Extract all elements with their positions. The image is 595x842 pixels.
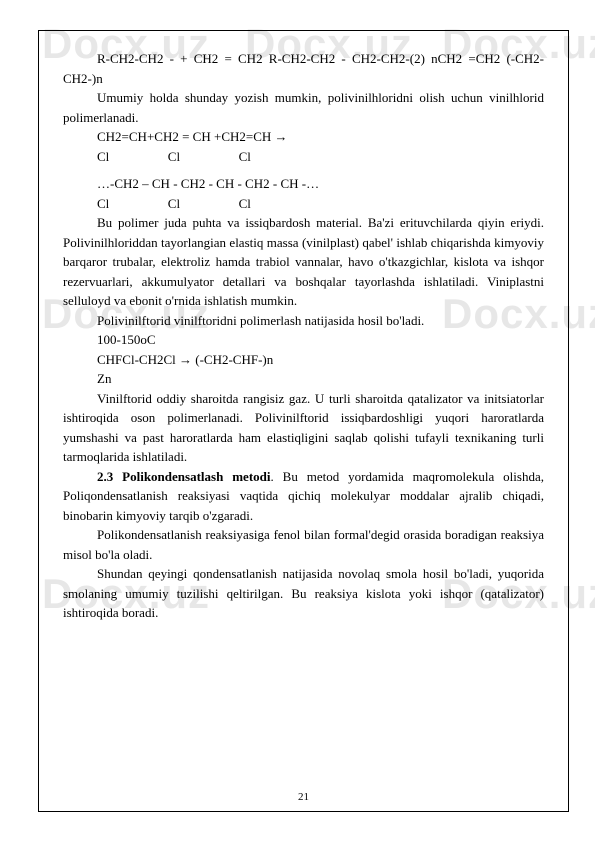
atom-label: Cl	[239, 149, 251, 164]
formula-line: …-CH2 – CH - CH2 - CH - CH2 - CH -…	[97, 174, 544, 194]
body-paragraph: Shundan qeyingi qondensatlanish natijasi…	[63, 564, 544, 623]
page-number: 21	[39, 791, 568, 803]
body-paragraph: Vinilftorid oddiy sharoitda rangisiz gaz…	[63, 389, 544, 467]
page-frame: R-CH2-CH2 - + CH2 = CH2 R-CH2-CH2 - CH2-…	[38, 30, 569, 812]
body-paragraph: 2.3 Polikondensatlash metodi. Bu metod y…	[63, 467, 544, 526]
body-paragraph: Umumiy holda shunday yozish mumkin, poli…	[63, 88, 544, 127]
atom-label: Cl	[168, 149, 180, 164]
formula-line: CH2=CH+CH2 = CH +CH2=CH →	[97, 127, 544, 147]
body-paragraph: Polikondensatlanish reaksiyasiga fenol b…	[63, 525, 544, 564]
document-body: R-CH2-CH2 - + CH2 = CH2 R-CH2-CH2 - CH2-…	[63, 49, 544, 623]
body-paragraph: Polivinilftorid vinilftoridni polimerlas…	[63, 311, 544, 331]
body-paragraph: Bu polimer juda puhta va issiqbardosh ma…	[63, 213, 544, 311]
atom-label: Cl	[97, 196, 109, 211]
formula-line: Zn	[97, 369, 544, 389]
formula-line: Cl Cl Cl	[97, 194, 544, 214]
atom-label: Cl	[239, 196, 251, 211]
formula-line: Cl Cl Cl	[97, 147, 544, 167]
atom-label: Cl	[168, 196, 180, 211]
formula-line: R-CH2-CH2 - + CH2 = CH2 R-CH2-CH2 - CH2-…	[63, 49, 544, 88]
atom-label: Cl	[97, 149, 109, 164]
formula-line: 100-150oC	[97, 330, 544, 350]
formula-line: CHFCl-CH2Cl → (-CH2-CHF-)n	[97, 350, 544, 370]
section-heading: 2.3 Polikondensatlash metodi	[97, 469, 271, 484]
